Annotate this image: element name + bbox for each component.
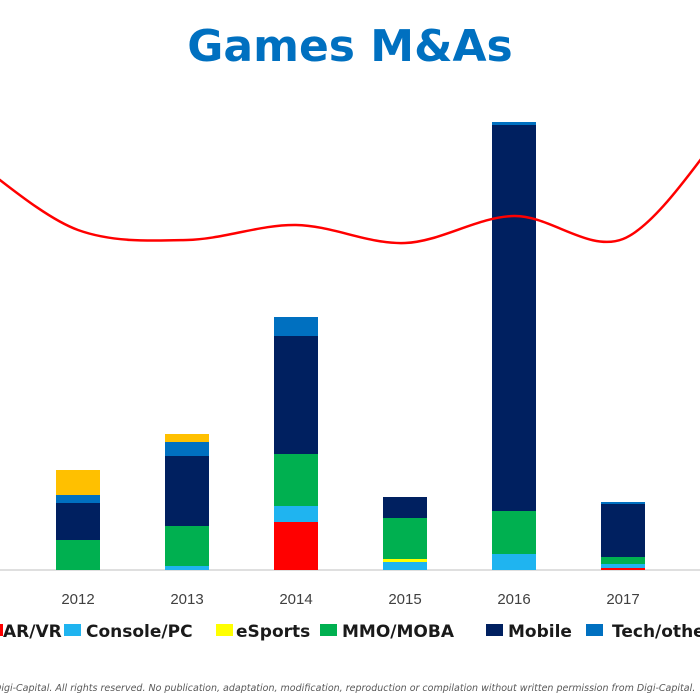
bar-2016-mmo-moba xyxy=(492,511,536,554)
legend-label-tech-other: Tech/other xyxy=(612,622,700,642)
x-tick-labels: 2012 2013 2014 2015 2016 2017 xyxy=(61,591,639,608)
bar-2012-other xyxy=(56,470,100,495)
bar-2014-mmo-moba xyxy=(274,454,318,506)
bar-2014-ar-vr xyxy=(274,522,318,570)
legend-swatch-mobile xyxy=(486,624,503,636)
legend-label-esports: eSports xyxy=(236,622,310,642)
footer-copyright: Digi-Capital. All rights reserved. No pu… xyxy=(0,683,695,694)
x-tick-label-2012: 2012 xyxy=(61,591,94,608)
legend-swatch-mmo-moba xyxy=(320,624,337,636)
legend-label-mobile: Mobile xyxy=(508,622,572,642)
legend-label-mmo-moba: MMO/MOBA xyxy=(342,622,455,642)
x-tick-label-2013: 2013 xyxy=(170,591,203,608)
legend-label-console-pc: Console/PC xyxy=(86,622,193,642)
bar-2017-ar-vr xyxy=(601,568,645,570)
x-tick-label-2016: 2016 xyxy=(497,591,530,608)
bar-2012-tech-other xyxy=(56,495,100,503)
bar-2013-other xyxy=(165,434,209,442)
chart-title: Games M&As xyxy=(187,21,512,72)
bar-2016-console-pc xyxy=(492,554,536,570)
bar-2012-mmo-moba xyxy=(56,540,100,570)
bar-2017-mmo-moba xyxy=(601,557,645,564)
bar-2013-tech-other xyxy=(165,442,209,456)
legend-swatch-ar-vr xyxy=(0,624,3,636)
legend-swatch-console-pc xyxy=(64,624,81,636)
bar-2015-mmo-moba xyxy=(383,518,427,559)
bar-2016-tech-other xyxy=(492,122,536,125)
bar-2015-esports xyxy=(383,559,427,562)
bar-2013-console-pc xyxy=(165,566,209,570)
trend-line xyxy=(0,158,700,245)
bar-2016-mobile xyxy=(492,125,536,511)
bar-2017-console-pc xyxy=(601,564,645,568)
line-layer xyxy=(0,158,700,245)
legend: AR/VR Console/PC eSports MMO/MOBA Mobile Tech… xyxy=(0,622,700,642)
x-tick-label-2017: 2017 xyxy=(606,591,639,608)
bar-2015-mobile xyxy=(383,497,427,518)
legend-label-ar-vr: AR/VR xyxy=(3,622,62,642)
bar-2013-mobile xyxy=(165,456,209,526)
bars-layer xyxy=(56,122,645,570)
bar-2013-mmo-moba xyxy=(165,526,209,566)
bar-2017-tech-other xyxy=(601,502,645,504)
bar-2015-console-pc xyxy=(383,562,427,570)
bar-2017-mobile xyxy=(601,504,645,557)
legend-swatch-esports xyxy=(216,624,233,636)
bar-2014-console-pc xyxy=(274,506,318,522)
x-tick-label-2015: 2015 xyxy=(388,591,421,608)
bar-2012-mobile xyxy=(56,503,100,540)
legend-swatch-tech-other xyxy=(586,624,603,636)
x-tick-label-2014: 2014 xyxy=(279,591,312,608)
bar-2014-mobile xyxy=(274,336,318,454)
bar-2014-tech-other xyxy=(274,317,318,336)
